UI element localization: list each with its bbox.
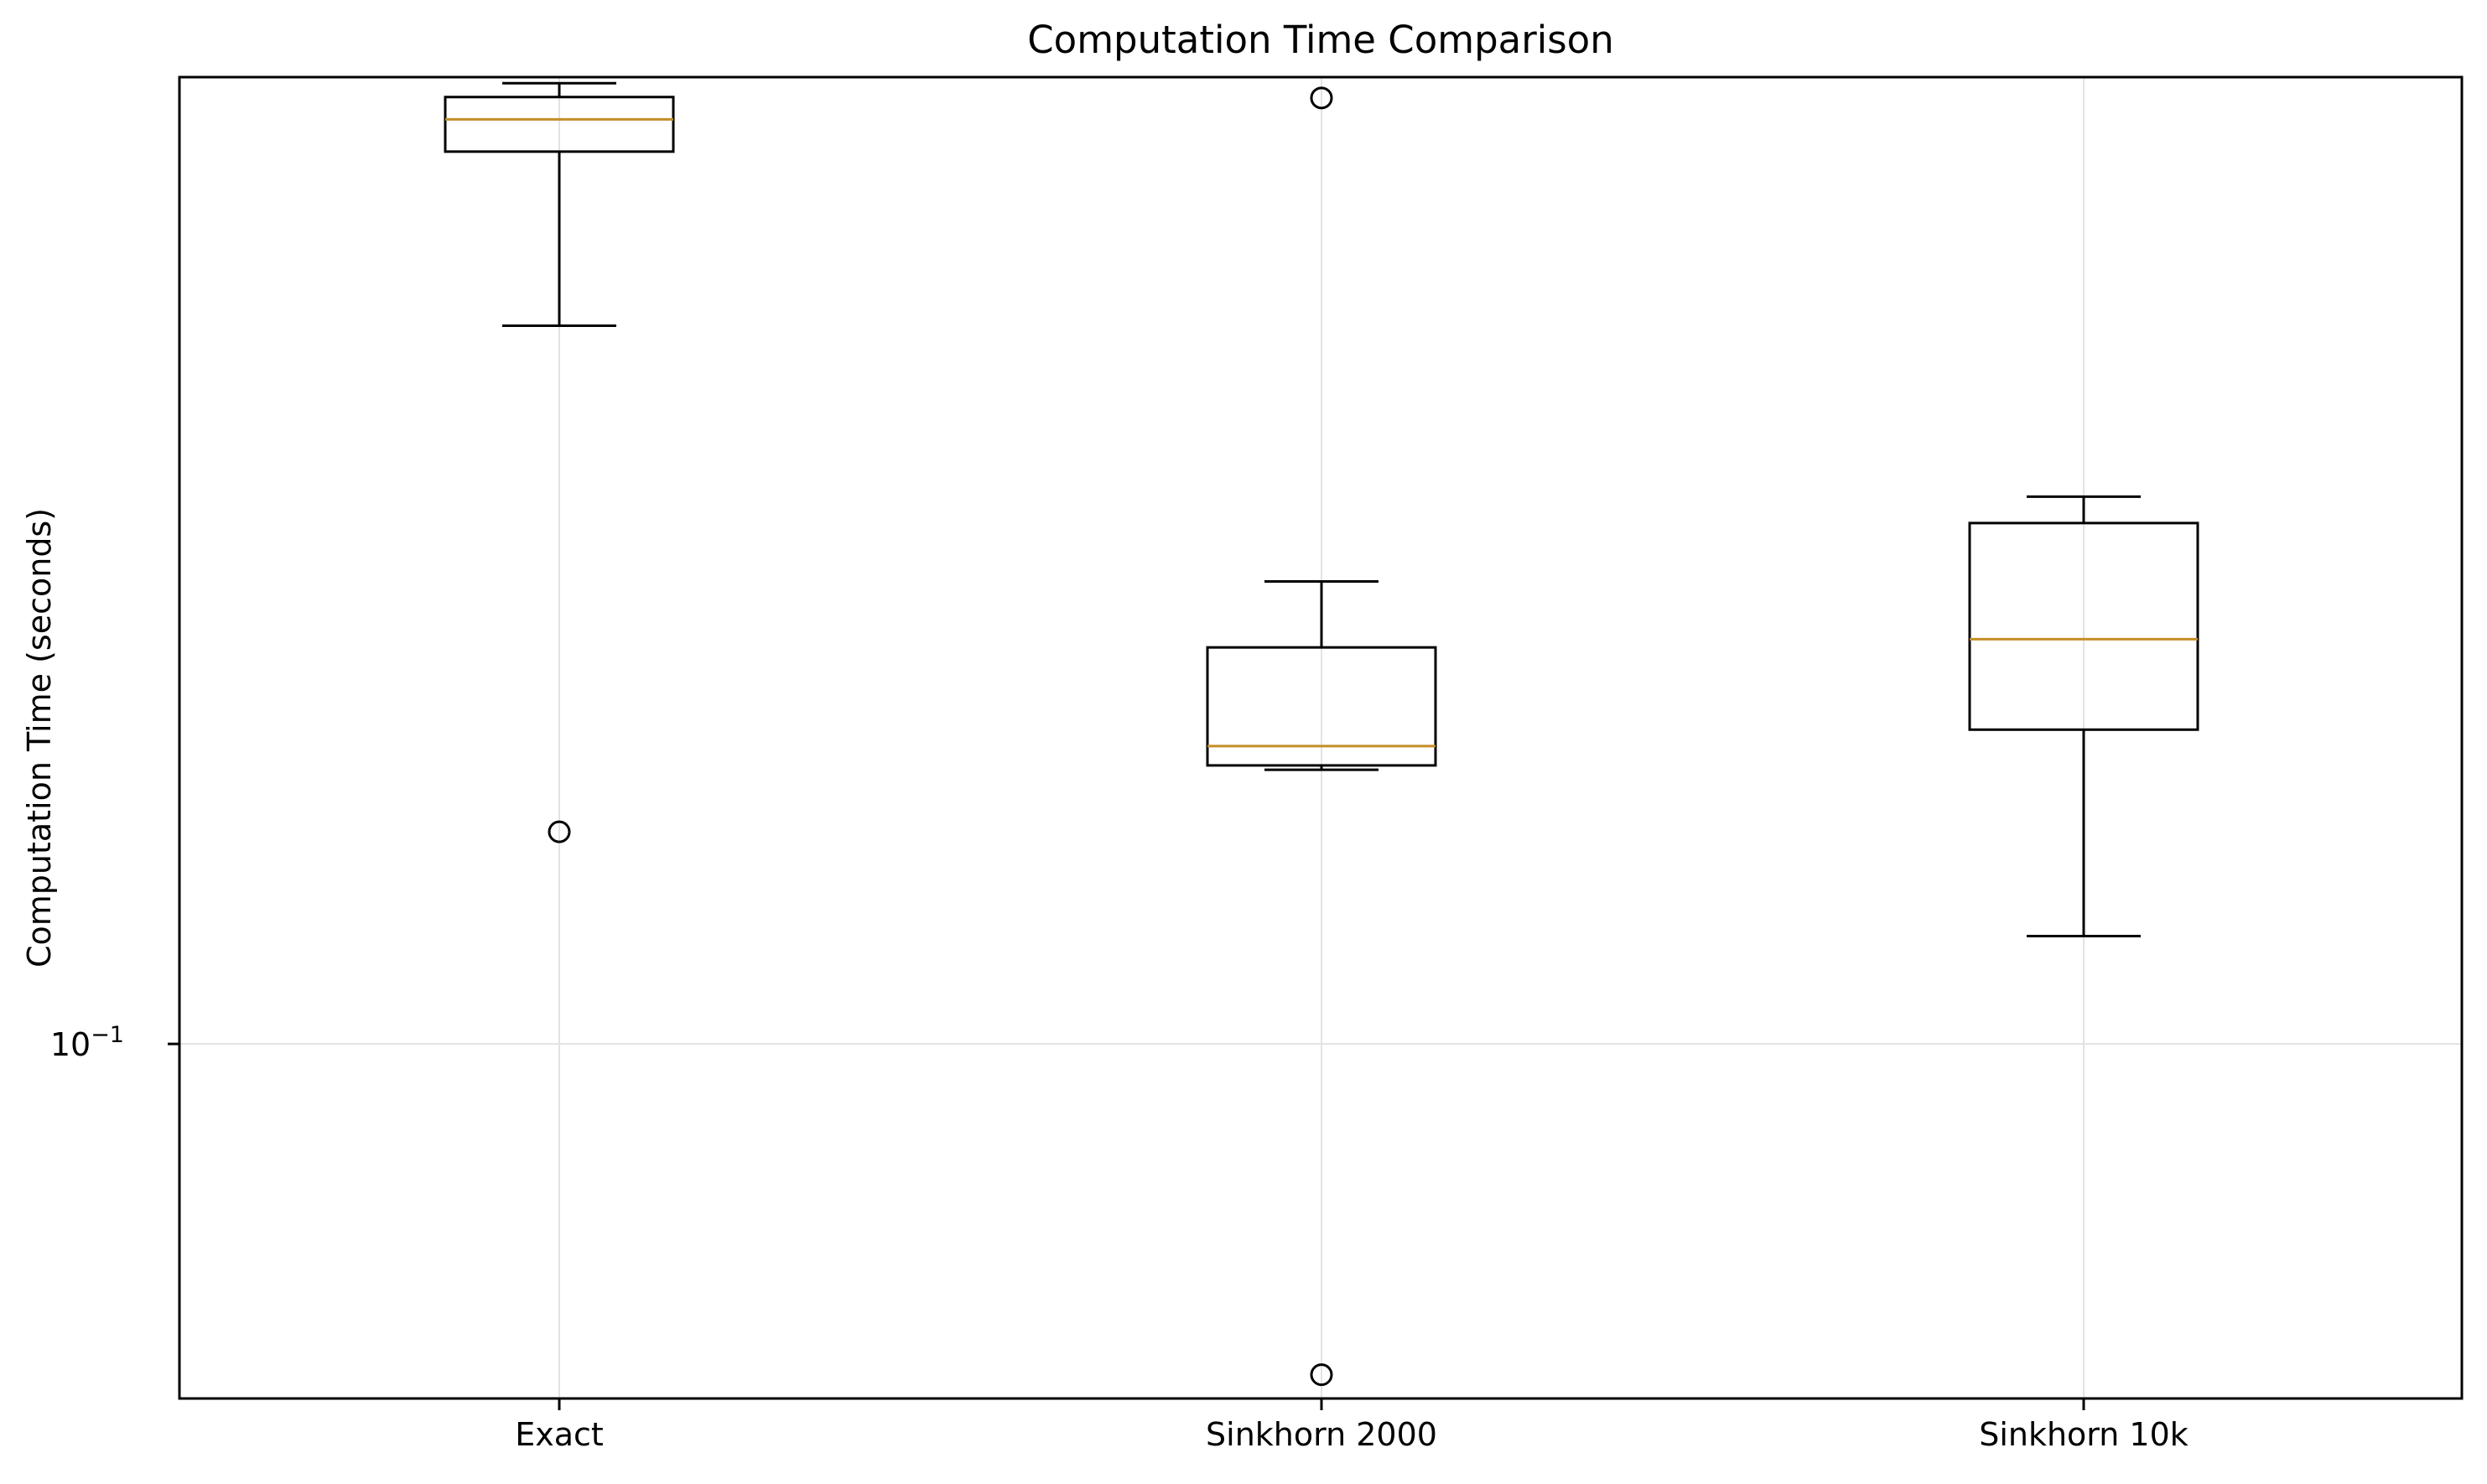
box-iqr	[444, 96, 675, 153]
chart-title: Computation Time Comparison	[1027, 18, 1613, 62]
outlier-point	[1310, 86, 1333, 110]
box-group	[1968, 495, 2199, 937]
y-tick-exponent: −1	[91, 1022, 124, 1048]
x-tick-label: Sinkhorn 2000	[1206, 1416, 1437, 1453]
box-group	[444, 81, 675, 843]
y-axis-label: Computation Time (seconds)	[21, 508, 58, 968]
outlier-point	[548, 820, 571, 843]
box-iqr	[1206, 646, 1437, 767]
box-iqr	[1968, 521, 2199, 731]
grid-layer	[179, 77, 2462, 1398]
x-tick-label: Exact	[515, 1416, 604, 1453]
boxes-layer	[444, 81, 2199, 1387]
y-tick-label: 10−1	[50, 1022, 124, 1063]
x-tick-label: Sinkhorn 10k	[1979, 1416, 2188, 1453]
box-group	[1206, 86, 1437, 1387]
outlier-point	[1310, 1363, 1333, 1387]
ticks-layer: Exact Sinkhorn 2000 Sinkhorn 10k 10−1	[50, 1022, 2188, 1453]
